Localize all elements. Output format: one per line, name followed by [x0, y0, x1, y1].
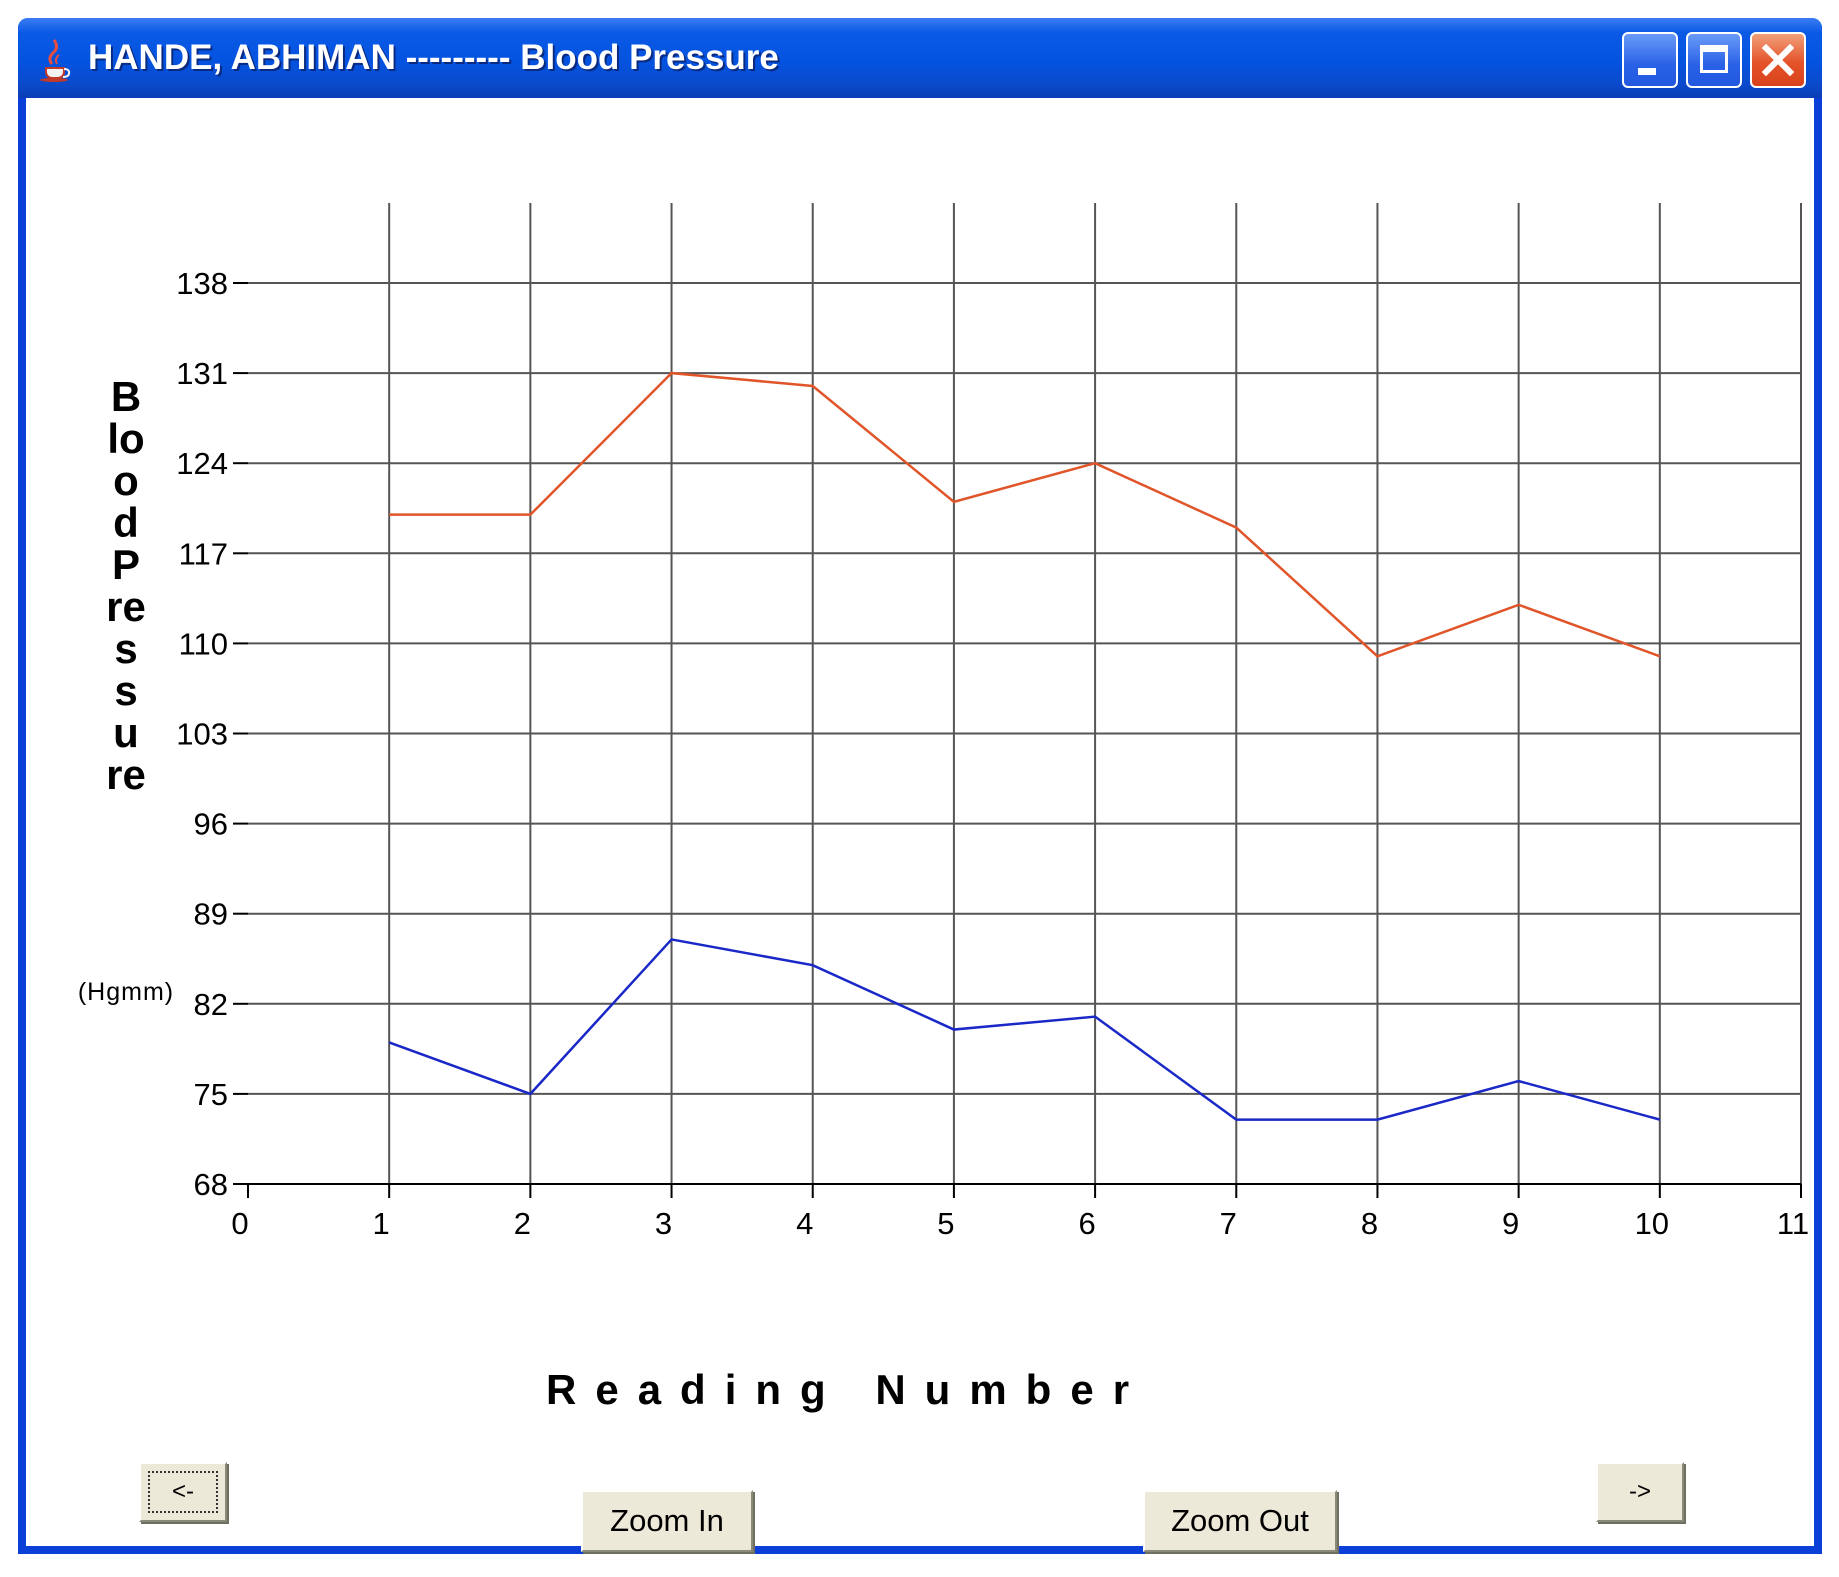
close-icon [1761, 43, 1795, 77]
maximize-button[interactable] [1686, 32, 1742, 88]
y-axis-label: Blood Pressure [106, 373, 151, 798]
close-button[interactable] [1750, 32, 1806, 88]
app-window: HANDE, ABHIMAN --------- Blood Pressure … [18, 18, 1822, 1554]
y-tick-label: 131 [176, 356, 228, 391]
x-axis-label: Reading Number [546, 1366, 1149, 1413]
previous-button-label: <- [171, 1478, 194, 1505]
zoom-out-button[interactable]: Zoom Out [1143, 1490, 1337, 1552]
y-tick-label: 96 [194, 807, 228, 842]
y-tick-label: 110 [179, 626, 228, 661]
x-tick-label: 7 [1220, 1206, 1237, 1241]
y-tick-label: 68 [194, 1167, 228, 1202]
maximize-icon [1700, 45, 1728, 73]
java-cup-icon [40, 39, 71, 82]
x-tick-label: 1 [373, 1206, 390, 1241]
minimize-button[interactable] [1622, 32, 1678, 88]
previous-button[interactable]: <- [139, 1462, 227, 1522]
x-tick-label: 2 [514, 1206, 531, 1241]
diastolic-series-line [388, 938, 1661, 1121]
x-tick-label: 5 [937, 1206, 954, 1241]
x-tick-label: 4 [796, 1206, 813, 1241]
next-button[interactable]: -> [1596, 1462, 1684, 1522]
y-tick-label: 103 [176, 717, 228, 752]
systolic-series-line [389, 371, 1661, 658]
y-tick-label: 138 [176, 266, 228, 301]
x-tick-label: 11 [1777, 1206, 1809, 1241]
y-tick-label: 117 [179, 536, 228, 571]
focus-ring [148, 1471, 218, 1513]
x-tick-label: 0 [231, 1206, 248, 1241]
title-bar[interactable]: HANDE, ABHIMAN --------- Blood Pressure [18, 18, 1822, 98]
x-tick-label: 8 [1361, 1206, 1378, 1241]
window-title: HANDE, ABHIMAN --------- Blood Pressure [88, 38, 779, 77]
x-tick-label: 3 [655, 1206, 672, 1241]
zoom-in-button[interactable]: Zoom In [581, 1490, 753, 1552]
y-axis-unit: (Hgmm) [77, 978, 175, 1006]
chart-panel: 68 75 82 89 96 103 110 117 124 131 138 0 1 2 3 4 5 6 7 8 9 10… [26, 98, 1814, 1552]
x-tick-label: 10 [1635, 1206, 1669, 1241]
x-tick-label: 6 [1078, 1206, 1095, 1241]
y-tick-label: 89 [194, 897, 228, 932]
y-tick-label: 75 [194, 1077, 228, 1112]
x-tick-label: 9 [1502, 1206, 1519, 1241]
minimize-icon [1638, 68, 1656, 75]
y-tick-label: 124 [176, 446, 228, 481]
y-tick-label: 82 [194, 987, 228, 1022]
